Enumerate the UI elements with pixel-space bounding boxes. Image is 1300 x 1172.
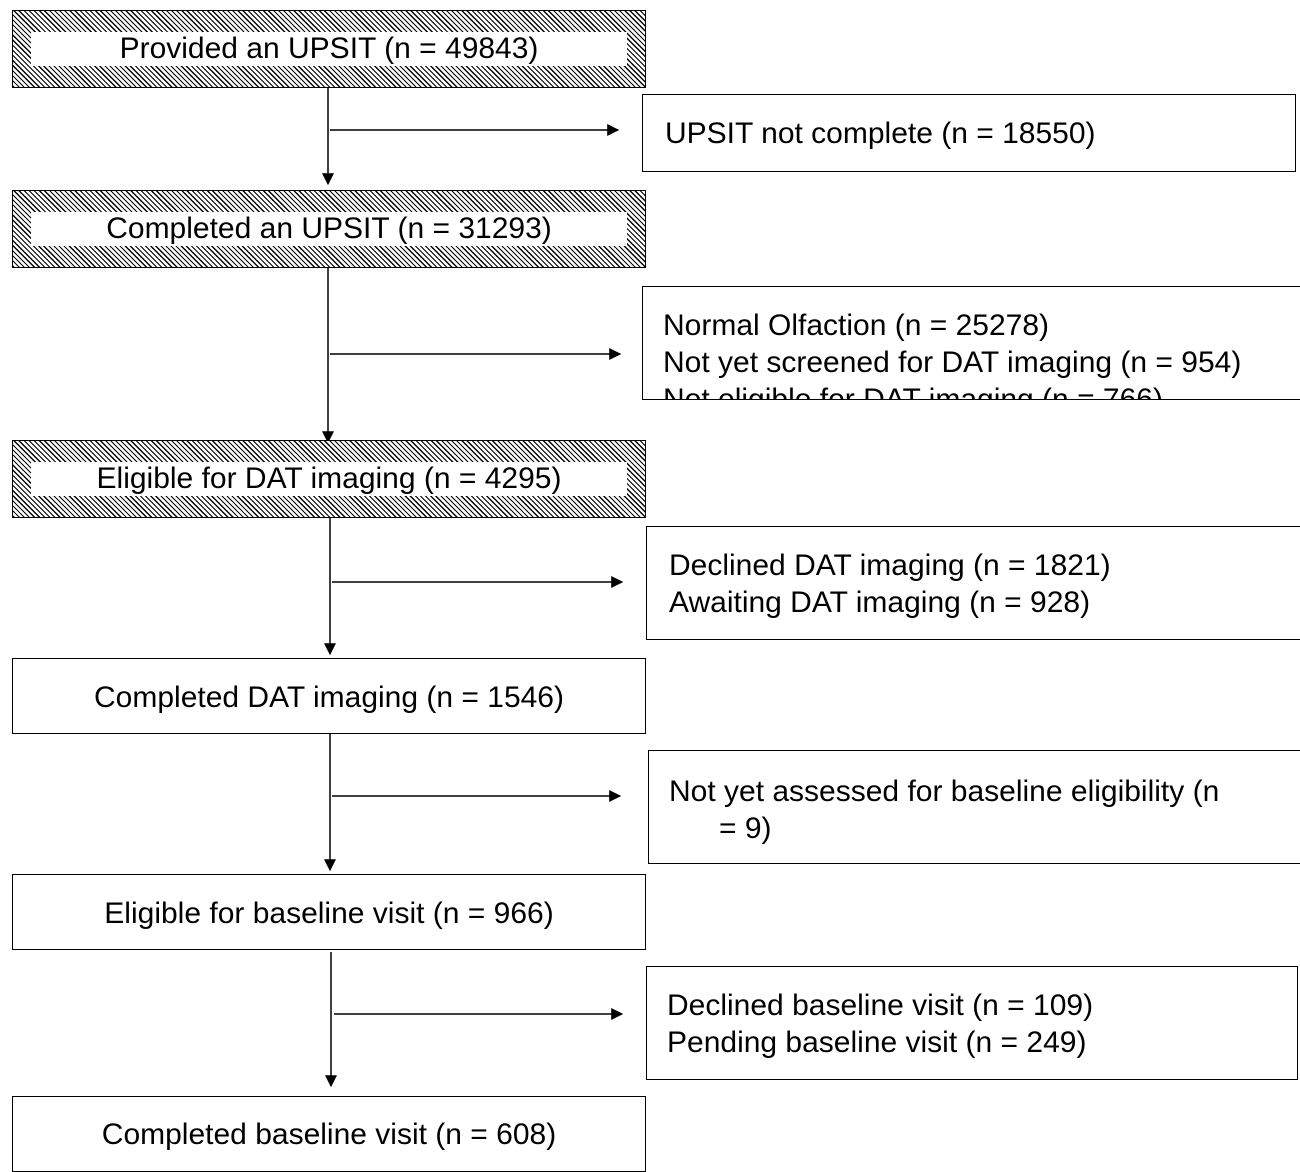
box-not-assessed: Not yet assessed for baseline eligibilit… [648,750,1300,864]
box-completed-baseline: Completed baseline visit (n = 608) [12,1096,646,1172]
exclusion-line: Not yet screened for DAT imaging (n = 95… [663,346,1242,379]
exclusion-line: = 9) [719,812,772,845]
exclusion-line: Not yet assessed for baseline eligibilit… [669,775,1220,808]
box-olfaction-exclusions: Normal Olfaction (n = 25278) Not yet scr… [642,286,1300,400]
box-eligible-dat: Eligible for DAT imaging (n = 4295) [12,440,646,518]
box-label: Completed DAT imaging (n = 1546) [94,681,564,714]
box-dat-declined: Declined DAT imaging (n = 1821) Awaiting… [646,526,1300,640]
exclusion-line: Declined DAT imaging (n = 1821) [669,549,1111,582]
box-completed-dat: Completed DAT imaging (n = 1546) [12,658,646,734]
exclusion-text: Normal Olfaction (n = 25278) Not yet scr… [663,307,1242,400]
exclusion-line: Pending baseline visit (n = 249) [667,1026,1087,1059]
exclusion-line: Awaiting DAT imaging (n = 928) [669,586,1091,619]
box-label: Eligible for DAT imaging (n = 4295) [31,462,627,496]
exclusion-text: Not yet assessed for baseline eligibilit… [669,773,1219,847]
box-eligible-baseline: Eligible for baseline visit (n = 966) [12,874,646,950]
exclusion-text: Declined baseline visit (n = 109) Pendin… [667,987,1093,1061]
exclusion-line: UPSIT not complete (n = 18550) [665,117,1096,150]
exclusion-text: UPSIT not complete (n = 18550) [665,115,1096,152]
box-provided-upsit: Provided an UPSIT (n = 49843) [12,10,646,88]
exclusion-line: Normal Olfaction (n = 25278) [663,309,1050,342]
box-completed-upsit: Completed an UPSIT (n = 31293) [12,190,646,268]
box-label: Provided an UPSIT (n = 49843) [31,32,627,66]
box-label: Completed baseline visit (n = 608) [101,1118,557,1151]
box-label: Completed an UPSIT (n = 31293) [31,212,627,246]
exclusion-line: Not eligible for DAT imaging (n = 766) [663,383,1163,400]
exclusion-line: Declined baseline visit (n = 109) [667,989,1094,1022]
exclusion-text: Declined DAT imaging (n = 1821) Awaiting… [669,547,1111,621]
box-upsit-not-complete: UPSIT not complete (n = 18550) [642,94,1296,172]
box-label: Eligible for baseline visit (n = 966) [104,897,554,930]
box-baseline-declined: Declined baseline visit (n = 109) Pendin… [646,966,1298,1080]
